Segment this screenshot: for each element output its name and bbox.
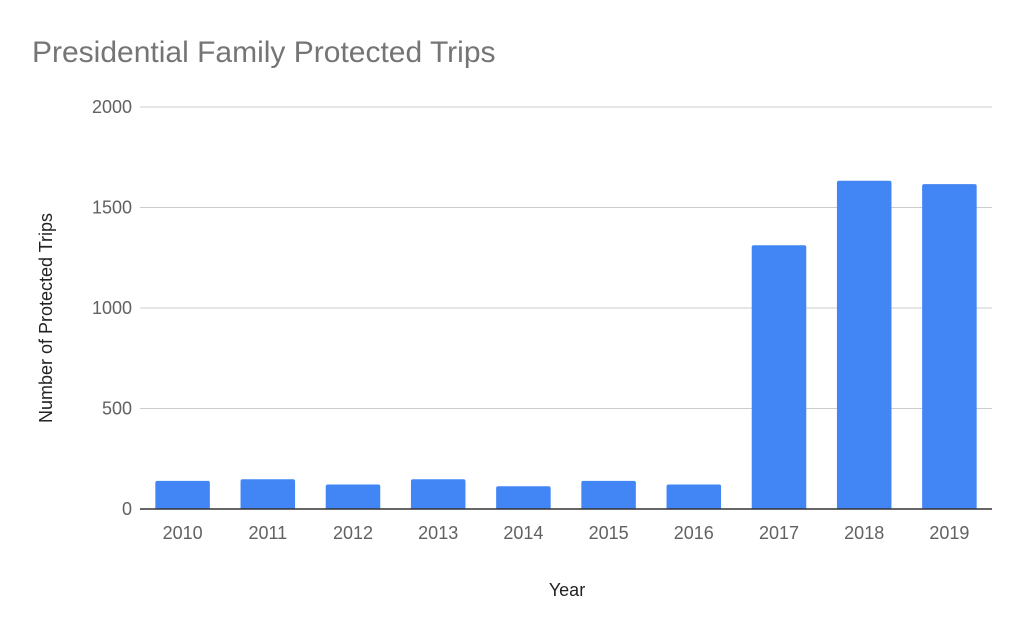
x-tick-label: 2014 xyxy=(503,523,543,543)
x-tick-label: 2016 xyxy=(674,523,714,543)
chart-title: Presidential Family Protected Trips xyxy=(32,36,496,69)
x-tick-label: 2015 xyxy=(589,523,629,543)
y-axis-title: Number of Protected Trips xyxy=(36,213,56,423)
y-tick-label: 1000 xyxy=(92,298,132,318)
x-tick-label: 2018 xyxy=(844,523,884,543)
x-tick-label: 2013 xyxy=(418,523,458,543)
x-tick-label: 2011 xyxy=(248,523,287,543)
y-tick-label: 500 xyxy=(102,399,132,419)
bar-2011 xyxy=(240,479,296,509)
x-tick-label: 2017 xyxy=(759,523,799,543)
x-tick-label: 2019 xyxy=(929,523,969,543)
y-tick-label: 1500 xyxy=(92,198,132,218)
bar-2017 xyxy=(751,245,807,509)
y-tick-label: 0 xyxy=(122,499,132,519)
bar-2010 xyxy=(155,480,210,509)
x-axis-ticks: 2010 2011 2012 2013 2014 2015 2016 2017 2018 2019 xyxy=(163,523,970,543)
y-tick-label: 2000 xyxy=(92,97,132,117)
bar-2014 xyxy=(496,486,551,509)
bar-2013 xyxy=(410,479,466,509)
bar-2016 xyxy=(666,484,722,509)
x-tick-label: 2012 xyxy=(333,523,373,543)
bar-2012 xyxy=(325,484,381,509)
x-tick-label: 2010 xyxy=(163,523,203,543)
bars xyxy=(155,180,977,509)
bar-2019 xyxy=(922,184,977,509)
bar-2015 xyxy=(581,480,636,509)
x-axis-title: Year xyxy=(549,580,585,600)
y-axis-ticks: 0 500 1000 1500 2000 xyxy=(92,97,132,519)
bar-2018 xyxy=(836,180,892,509)
